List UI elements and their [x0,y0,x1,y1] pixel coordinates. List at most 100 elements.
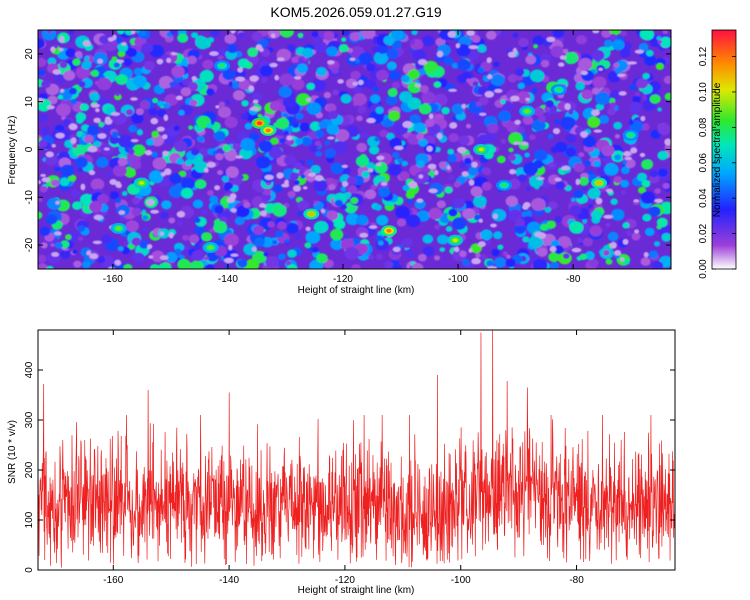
heatmap-cell [284,238,290,243]
heatmap-cell [641,159,654,170]
colorbar-tick-label: 0.04 [698,188,709,208]
heatmap-cell [293,76,302,80]
heatmap-cell [408,69,420,80]
heatmap-cell [593,129,602,133]
heatmap-cell [161,171,167,177]
heatmap-cell [351,264,361,269]
heatmap-cell [251,31,263,42]
heatmap-cell [654,188,661,194]
heatmap-cell [58,47,64,52]
heatmap-cell [447,30,456,38]
heatmap-cell [408,181,418,189]
heatmap-cell [636,172,648,182]
heatmap-cell [636,78,648,89]
heatmap-cell [306,102,322,115]
heatmap-cell [131,30,136,35]
heatmap-cell [89,253,99,260]
heatmap-cell [533,106,545,117]
heatmap-cell [182,234,190,241]
heatmap-cell [238,79,251,91]
heatmap-cell [522,204,529,210]
heatmap-cell [613,62,620,68]
heatmap-cell [224,116,238,128]
heatmap-cell [124,167,136,178]
heatmap-cell [386,48,399,60]
heatmap-cell [87,125,99,136]
heatmap-cell [397,157,403,163]
heatmap-cell [464,157,472,164]
heatmap-cell [168,217,176,224]
heatmap-cell [399,171,410,181]
heatmap-cell [63,70,76,81]
heatmap-cell [206,123,213,129]
heatmap-cell [38,211,43,220]
heatmap-cell [131,112,144,124]
colorbar-tick-label: 0.10 [698,82,709,102]
heatmap-hotspot-core [386,229,392,233]
heatmap-cell [452,197,465,209]
heatmap-cell [560,116,576,130]
heatmap-cell [624,259,630,265]
heatmap-cell [128,124,138,133]
heatmap-cell [449,122,458,129]
heatmap-cell [326,103,337,113]
heatmap-cell [396,218,407,227]
heatmap-cell [99,35,109,44]
heatmap-cell [56,103,71,117]
heatmap-cell [311,31,319,38]
heatmap-cell [117,157,128,167]
heatmap-cell [418,138,428,147]
heatmap-cell [383,35,395,46]
heatmap-cell [209,195,219,204]
heatmap-cell [507,51,516,58]
heatmap-cell [581,89,593,100]
heatmap-cell [88,170,96,176]
heatmap-cell [390,30,405,41]
heatmap-cell [487,74,493,80]
heatmap-cell [38,57,47,67]
heatmap-cell [112,34,117,41]
heatmap-cell [356,115,363,122]
y-tick-label: 300 [24,411,35,428]
heatmap-cell [143,60,155,71]
snr-frame [37,329,676,571]
heatmap-cell [115,74,128,85]
heatmap-cell [206,161,216,168]
heatmap-cell [649,170,658,178]
heatmap-cell [132,75,147,88]
heatmap-cell [478,241,486,248]
heatmap-cell [204,167,209,173]
heatmap-cell [613,121,623,130]
heatmap-cell [333,219,346,230]
heatmap-cell [214,205,224,214]
heatmap-hotspot-core [524,109,530,114]
heatmap-cell [402,184,410,191]
heatmap-cell [554,119,560,125]
heatmap-cell [237,67,244,73]
heatmap-cell [607,107,616,116]
heatmap-cell [531,88,538,94]
snr-y-axis: 0 100 200 300 400 [24,361,675,573]
heatmap-cell [621,166,630,175]
heatmap-cell [330,162,344,175]
heatmap-cell [70,137,77,144]
heatmap-cell [252,99,259,104]
heatmap-cell [188,125,194,130]
heatmap-cell [494,257,507,268]
heatmap-cell [477,134,490,145]
heatmap-cell [41,80,51,89]
heatmap-cell [286,222,299,234]
heatmap-cell [72,58,81,66]
heatmap-cell [279,137,286,144]
colorbar-gradient [711,29,737,270]
heatmap-hotspot-core [501,183,507,188]
heatmap-cell [301,136,312,146]
heatmap-cell [163,102,171,109]
heatmap-cell [516,126,525,134]
heatmap-cell [84,134,94,144]
heatmap-cell [107,37,115,42]
heatmap-cell [320,208,326,214]
heatmap-cell [326,123,340,135]
heatmap-hotspot-core [556,88,562,92]
heatmap-cell [592,30,600,34]
